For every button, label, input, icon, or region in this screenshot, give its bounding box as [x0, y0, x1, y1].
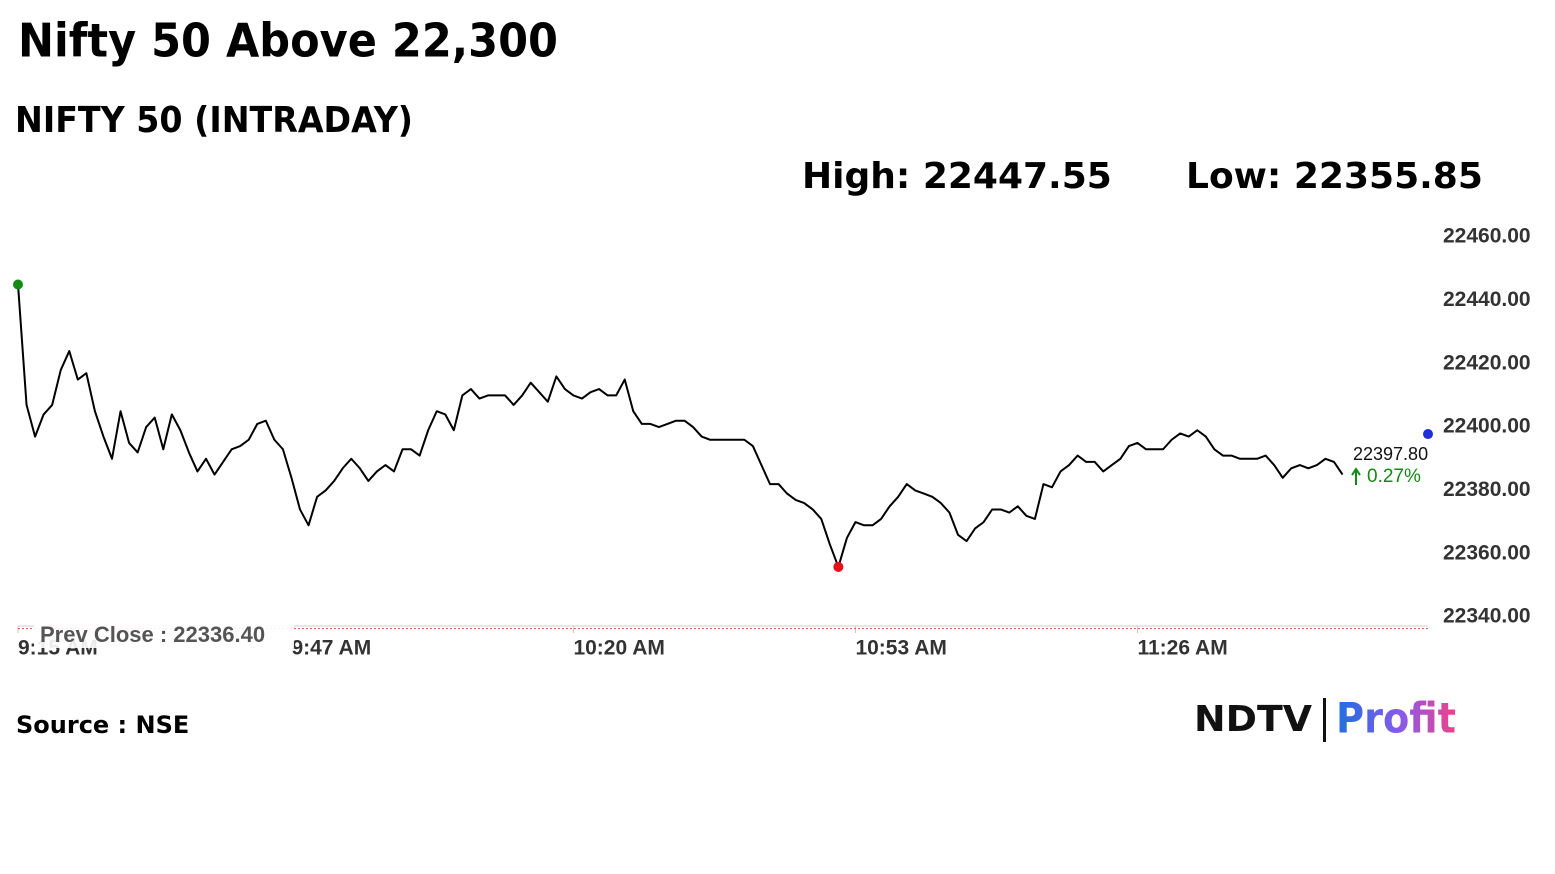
- plot-area: 22460.00 22440.00 22420.00 22400.00 22380.00…: [13, 225, 1531, 660]
- y-tick-label: 22440.00: [1443, 288, 1531, 311]
- low-stat: Low: 22355.85: [1186, 156, 1483, 197]
- logo-profit: Profit: [1336, 694, 1456, 743]
- y-tick-label: 22400.00: [1443, 415, 1531, 438]
- x-tick-label: 10:53 AM: [855, 637, 946, 660]
- low-label: Low:: [1186, 156, 1281, 197]
- x-tick-label: 9:47 AM: [291, 637, 371, 660]
- x-tick-label: 11:26 AM: [1137, 637, 1227, 660]
- high-value: 22447.55: [923, 156, 1112, 197]
- last-price-label: 22397.80: [1353, 444, 1428, 464]
- last-marker: [1423, 429, 1433, 440]
- high-label: High:: [802, 156, 910, 197]
- chart-title: Nifty 50 Above 22,300: [18, 14, 558, 68]
- logo-divider: [1323, 698, 1326, 742]
- y-tick-label: 22460.00: [1443, 225, 1531, 248]
- y-tick-label: 22380.00: [1443, 478, 1531, 501]
- y-tick-label: 22420.00: [1443, 351, 1531, 374]
- x-tick-label: 10:20 AM: [573, 637, 664, 660]
- low-marker: [833, 561, 844, 572]
- chart-subtitle: NIFTY 50 (INTRADAY): [15, 100, 413, 141]
- prev-close-bg: [34, 622, 294, 648]
- prev-close-value: 22336.40: [173, 622, 265, 647]
- y-tick-label: 22360.00: [1443, 541, 1531, 564]
- change-arrow: [1351, 467, 1361, 486]
- prev-close-label: Prev Close :: [40, 622, 167, 647]
- price-line: [17, 284, 1344, 568]
- y-tick-label: 22340.00: [1443, 605, 1531, 628]
- change-label: 0.27%: [1367, 466, 1421, 487]
- logo-ndtv: NDTV: [1194, 699, 1312, 740]
- high-marker: [13, 279, 23, 290]
- low-value: 22355.85: [1294, 156, 1483, 197]
- prev-close-text: Prev Close : 22336.40: [40, 622, 265, 647]
- high-stat: High: 22447.55: [802, 156, 1112, 197]
- source: Source : NSE: [16, 711, 189, 739]
